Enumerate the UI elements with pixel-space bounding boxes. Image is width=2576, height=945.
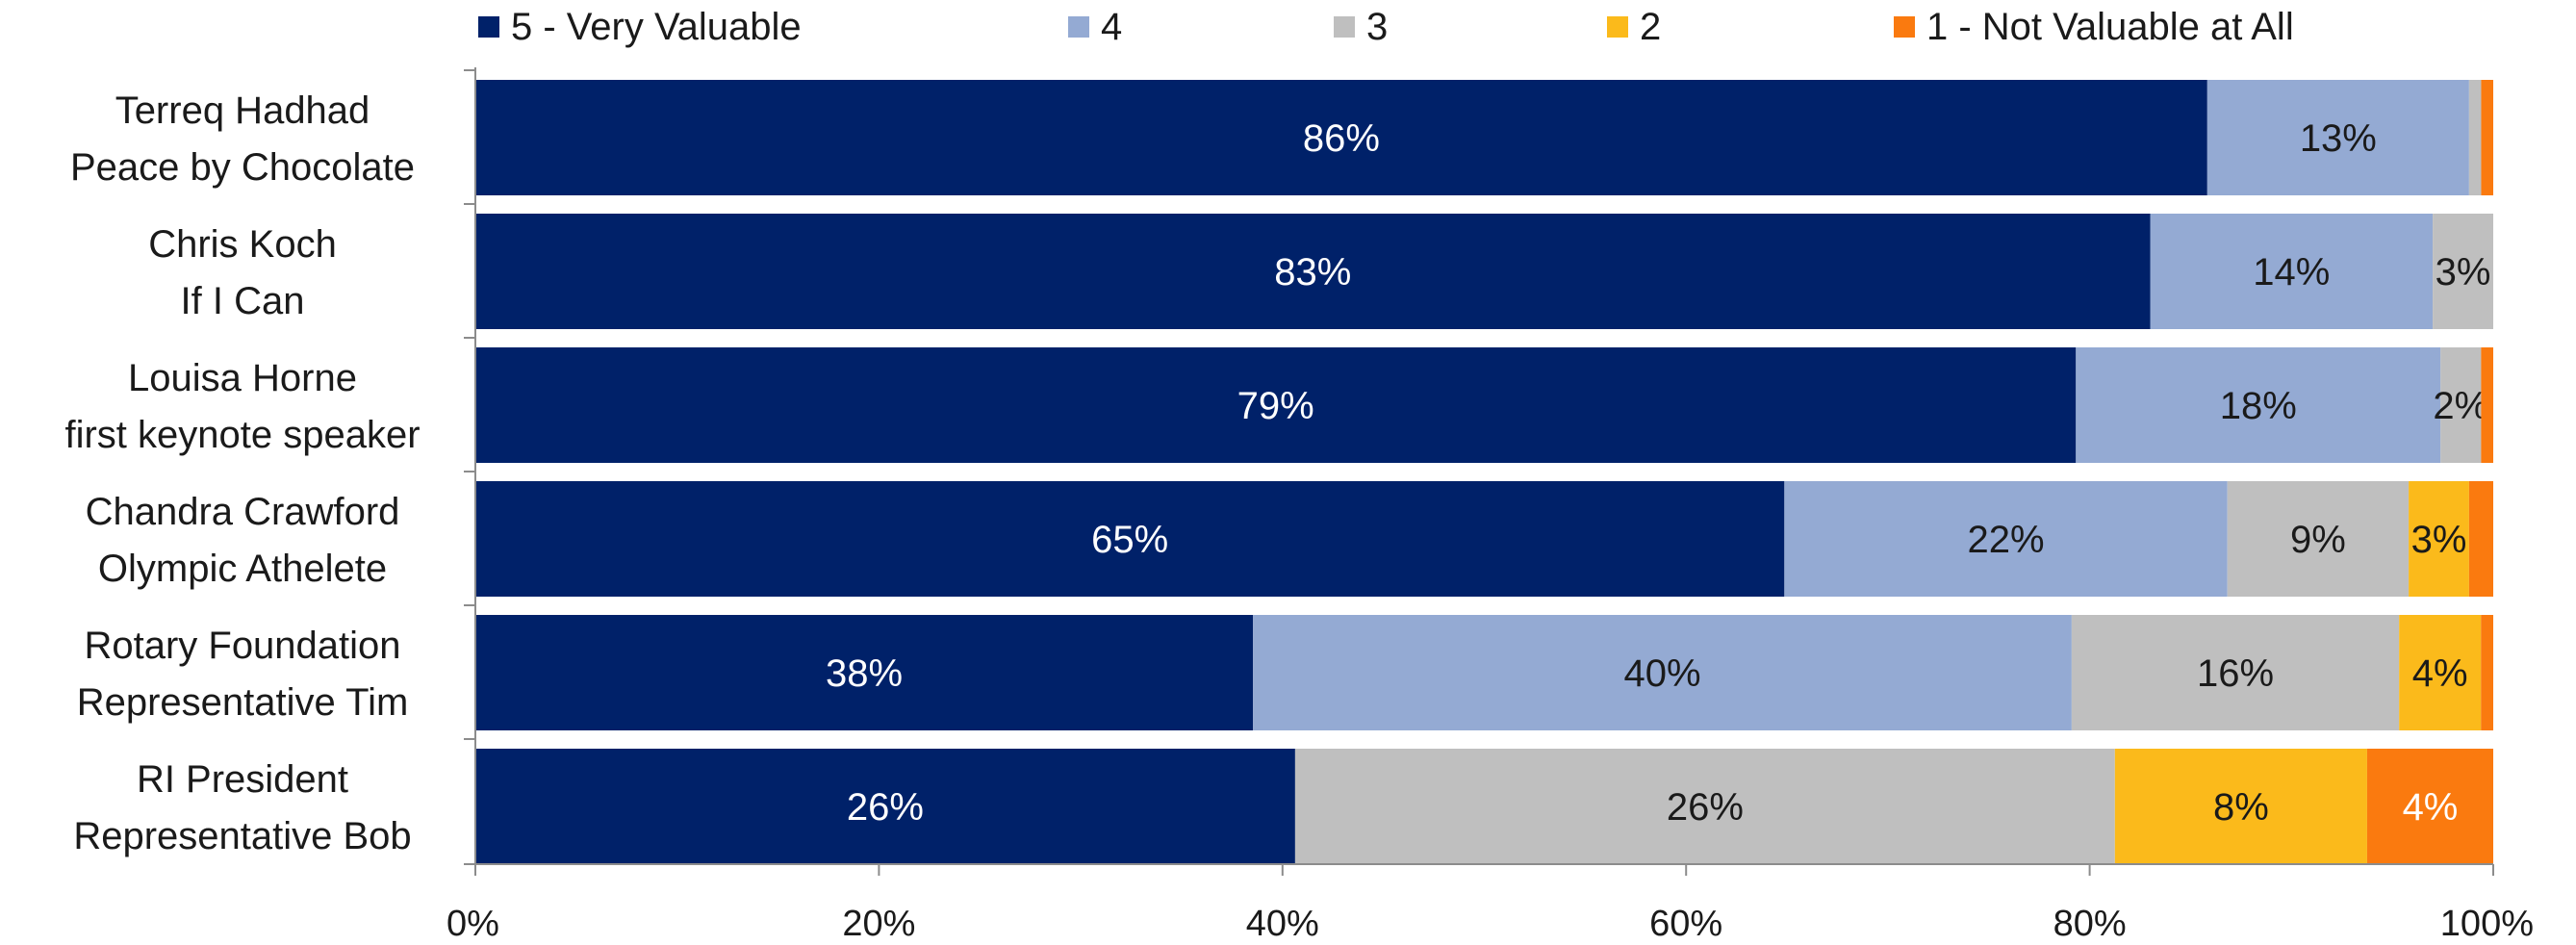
- bar-segment-row4-series5: [2468, 481, 2493, 597]
- bar-segment-row3-series1: [475, 347, 2077, 463]
- x-tick-label-6: 100%: [2440, 904, 2534, 944]
- category-label-5: Rotary Foundation Representative Tim: [77, 625, 409, 724]
- bar-segment-row5-series2: [1253, 615, 2072, 730]
- bar-segment-row3-series2: [2076, 347, 2441, 463]
- bar-segment-row2-series3: [2433, 214, 2493, 329]
- data-label-row5-series4: 4%: [2412, 652, 2468, 695]
- category-labels: Terreq Hadhad Peace by Chocolate Chris Koc…: [64, 89, 420, 857]
- data-label-row4-series3: 9%: [2290, 519, 2346, 561]
- data-label-row3-series1: 79%: [1237, 385, 1314, 427]
- data-label-row1-series2: 13%: [2300, 117, 2377, 160]
- bar-segment-row5-series4: [2399, 615, 2482, 730]
- bar-segment-row4-series4: [2409, 481, 2469, 597]
- legend-swatch-4: [1607, 16, 1628, 38]
- bar-segment-row1-series5: [2481, 80, 2493, 195]
- x-axis: 0% 20% 40% 60% 80% 100%: [446, 67, 2534, 944]
- data-label-row2-series2: 14%: [2253, 251, 2330, 294]
- bar-segment-row6-series3: [1294, 749, 2115, 864]
- data-label-row5-series2: 40%: [1623, 652, 1700, 695]
- data-label-row2-series3: 3%: [2436, 251, 2491, 294]
- data-label-row4-series4: 3%: [2411, 519, 2467, 561]
- legend-swatch-3: [1334, 16, 1355, 38]
- data-label-row5-series1: 38%: [826, 652, 903, 695]
- bar-segment-row4-series2: [1784, 481, 2228, 597]
- bar-segment-row6-series5: [2366, 749, 2493, 864]
- bar-segment-row3-series5: [2481, 347, 2493, 463]
- bar-segment-row2-series2: [2150, 214, 2434, 329]
- legend: 5 - Very Valuable 4 3 2 1 - Not Valuable at …: [478, 6, 2294, 48]
- legend-label-1: 5 - Very Valuable: [511, 6, 802, 48]
- legend-label-4: 2: [1640, 6, 1661, 48]
- data-label-row3-series3: 2%: [2433, 385, 2488, 427]
- legend-label-5: 1 - Not Valuable at All: [1926, 6, 2294, 48]
- data-label-row6-series5: 4%: [2403, 786, 2459, 829]
- category-label-2: Chris Koch If I Can: [148, 223, 337, 322]
- data-label-row2-series1: 83%: [1274, 251, 1351, 294]
- category-label-4: Chandra Crawford Olympic Athelete: [86, 491, 400, 590]
- data-label-row5-series3: 16%: [2197, 652, 2274, 695]
- bar-segment-row5-series1: [475, 615, 1254, 730]
- bar-segment-row4-series3: [2227, 481, 2410, 597]
- legend-swatch-5: [1894, 16, 1915, 38]
- bar-segment-row4-series1: [475, 481, 1785, 597]
- bar-segment-row5-series5: [2481, 615, 2493, 730]
- legend-swatch-2: [1068, 16, 1089, 38]
- x-tick-label-2: 20%: [842, 904, 915, 944]
- x-tick-label-4: 60%: [1649, 904, 1722, 944]
- data-label-row1-series1: 86%: [1303, 117, 1380, 160]
- data-label-row6-series1: 26%: [847, 786, 924, 829]
- x-tick-label-5: 80%: [2053, 904, 2127, 944]
- bar-segment-row2-series1: [475, 214, 2151, 329]
- data-label-row4-series1: 65%: [1091, 519, 1168, 561]
- x-tick-label-3: 40%: [1246, 904, 1319, 944]
- category-label-3: Louisa Horne first keynote speaker: [64, 357, 420, 456]
- bar-segment-row3-series3: [2440, 347, 2482, 463]
- legend-label-2: 4: [1101, 6, 1122, 48]
- category-label-6: RI President Representative Bob: [73, 758, 411, 857]
- category-label-1: Terreq Hadhad Peace by Chocolate: [70, 89, 415, 189]
- bar-segment-row1-series3: [2468, 80, 2482, 195]
- bar-segment-row1-series1: [475, 80, 2207, 195]
- bars: 86% 13% 83% 14% 3% 79% 18% 2% 65% 22% 9% 3% 38% 40% 16…: [475, 80, 2493, 864]
- bar-segment-row6-series4: [2114, 749, 2367, 864]
- data-label-row4-series2: 22%: [1968, 519, 2045, 561]
- legend-label-3: 3: [1366, 6, 1388, 48]
- bar-segment-row5-series3: [2071, 615, 2400, 730]
- data-label-row6-series3: 26%: [1667, 786, 1744, 829]
- legend-swatch-1: [478, 16, 499, 38]
- data-label-row3-series2: 18%: [2220, 385, 2297, 427]
- bar-segment-row6-series1: [475, 749, 1295, 864]
- x-tick-label-1: 0%: [446, 904, 499, 944]
- data-label-row6-series4: 8%: [2213, 786, 2269, 829]
- bar-segment-row1-series2: [2206, 80, 2469, 195]
